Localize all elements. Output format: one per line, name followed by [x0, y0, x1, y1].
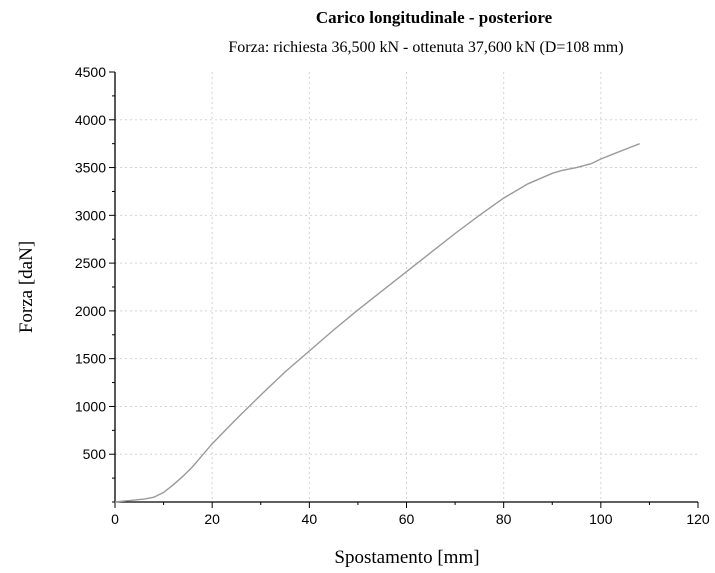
x-tick-label: 120 [686, 511, 710, 527]
x-axis-label: Spostamento [mm] [334, 547, 479, 568]
x-tick-label: 0 [111, 511, 119, 527]
y-tick-label: 2000 [75, 303, 106, 319]
y-tick-label: 1500 [75, 351, 106, 367]
x-tick-label: 20 [204, 511, 220, 527]
x-tick-label: 60 [399, 511, 415, 527]
y-tick-label: 3500 [75, 160, 106, 176]
y-tick-label: 500 [83, 446, 107, 462]
y-tick-label: 4500 [75, 64, 106, 80]
chart-title: Carico longitudinale - posteriore [316, 8, 553, 27]
x-axis-ticks: 0 20 40 60 80 100 120 [111, 502, 710, 527]
series-group [114, 143, 640, 503]
y-tick-label: 3000 [75, 207, 106, 223]
x-tick-label: 40 [302, 511, 318, 527]
y-axis-label: Forza [daN] [16, 241, 37, 333]
x-tick-label: 100 [589, 511, 613, 527]
x-tick-label: 80 [496, 511, 512, 527]
y-tick-label: 1000 [75, 398, 106, 414]
y-axis-ticks: 500 1000 1500 2000 2500 3000 3500 4000 4500 [75, 64, 115, 503]
chart-subtitle: Forza: richiesta 36,500 kN - ottenuta 37… [228, 39, 623, 56]
series-line [114, 143, 640, 503]
grid [115, 72, 698, 502]
y-tick-label: 4000 [75, 112, 106, 128]
y-tick-label: 2500 [75, 255, 106, 271]
